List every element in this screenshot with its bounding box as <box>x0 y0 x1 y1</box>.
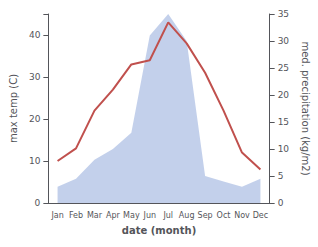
svg-text:Oct: Oct <box>217 211 231 220</box>
svg-text:Sep: Sep <box>198 211 213 220</box>
svg-text:35: 35 <box>278 9 289 19</box>
svg-text:0: 0 <box>35 198 41 208</box>
svg-text:5: 5 <box>278 171 284 181</box>
svg-text:30: 30 <box>278 36 290 46</box>
svg-text:date (month): date (month) <box>122 225 196 236</box>
svg-text:30: 30 <box>29 72 41 82</box>
svg-text:10: 10 <box>278 144 290 154</box>
svg-text:20: 20 <box>278 90 290 100</box>
svg-text:Jun: Jun <box>143 211 157 220</box>
svg-text:15: 15 <box>278 117 289 127</box>
svg-text:Nov: Nov <box>234 211 250 220</box>
svg-text:Feb: Feb <box>69 211 83 220</box>
svg-text:10: 10 <box>29 156 41 166</box>
svg-text:Dec: Dec <box>253 211 268 220</box>
svg-text:20: 20 <box>29 114 41 124</box>
svg-text:May: May <box>123 211 140 220</box>
svg-text:Apr: Apr <box>106 211 121 220</box>
svg-text:Aug: Aug <box>179 211 195 220</box>
svg-text:Mar: Mar <box>87 211 103 220</box>
svg-text:max temp (C): max temp (C) <box>8 74 19 143</box>
svg-text:Jan: Jan <box>50 211 63 220</box>
svg-text:25: 25 <box>278 63 289 73</box>
svg-text:40: 40 <box>29 30 41 40</box>
svg-text:med. precipitation (kg/m2): med. precipitation (kg/m2) <box>300 41 311 175</box>
svg-text:0: 0 <box>278 198 284 208</box>
svg-text:Jul: Jul <box>162 211 173 220</box>
